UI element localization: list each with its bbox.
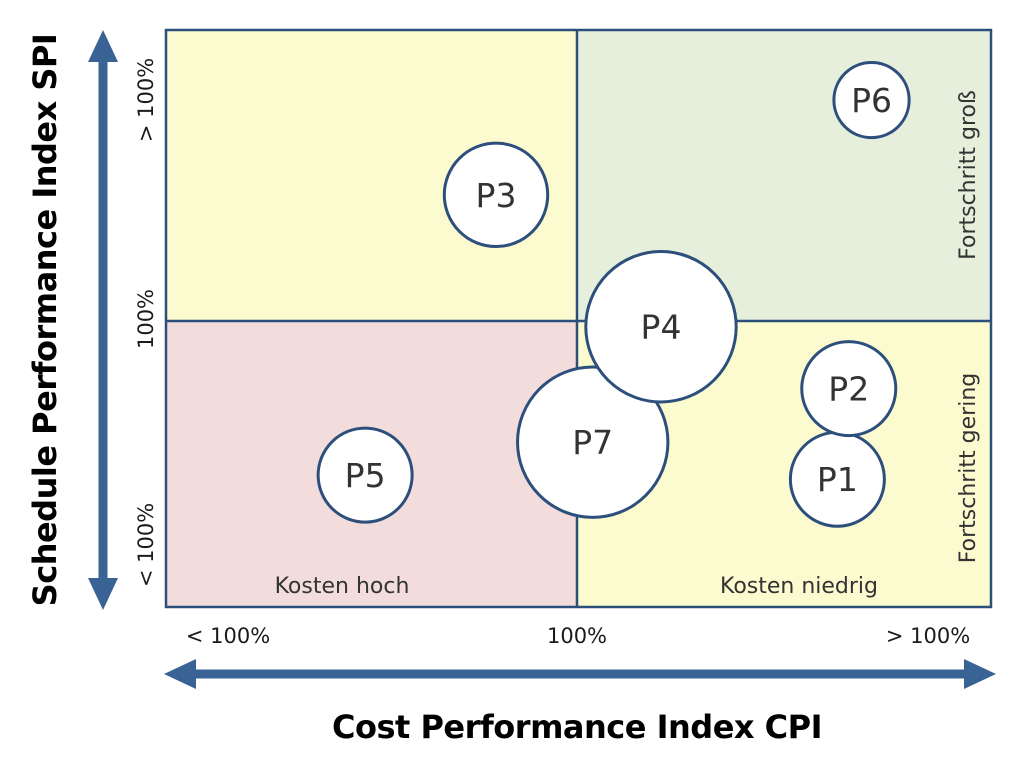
project-bubble-p1: P1 xyxy=(788,430,886,528)
x-arrow-head-right xyxy=(964,659,996,689)
x-axis-arrow xyxy=(164,659,996,689)
y-tick-high: > 100% xyxy=(134,57,158,143)
project-bubble-p5: P5 xyxy=(316,426,414,524)
x-axis-title: Cost Performance Index CPI xyxy=(331,708,823,746)
x-arrow-head-left xyxy=(164,659,196,689)
y-axis-arrow xyxy=(88,30,118,610)
bubble-circle-p6 xyxy=(832,60,911,140)
label-kosten-hoch: Kosten hoch xyxy=(275,574,410,599)
project-bubble-p6: P6 xyxy=(832,60,911,140)
y-tick-low: < 100% xyxy=(134,502,158,588)
label-kosten-niedrig: Kosten niedrig xyxy=(720,574,878,599)
bubble-label-p7: P7 xyxy=(572,423,613,462)
x-tick-mid: 100% xyxy=(546,624,608,648)
bubble-circle-p5 xyxy=(316,426,414,524)
bubble-circle-p2 xyxy=(800,340,898,438)
bubble-label-p1: P1 xyxy=(817,460,858,499)
bubble-label-p4: P4 xyxy=(641,308,682,347)
project-bubble-p3: P3 xyxy=(442,141,550,249)
bubble-label-p6: P6 xyxy=(851,81,892,120)
project-bubble-p7: P7 xyxy=(516,365,670,519)
matrix-border xyxy=(164,28,993,609)
bubble-label-p5: P5 xyxy=(345,456,386,495)
y-tick-mid: 100% xyxy=(134,288,158,350)
y-arrow-head-down xyxy=(88,578,118,610)
project-bubble-p2: P2 xyxy=(800,340,898,438)
project-bubble-p4: P4 xyxy=(584,250,738,404)
y-arrow-head-up xyxy=(88,30,118,62)
project-bubbles: P1 P2 P3 P5 P6 P7 P4 xyxy=(316,60,911,528)
x-tick-high: > 100% xyxy=(885,624,971,648)
bubble-circle-p4 xyxy=(584,250,738,404)
bubble-circle-p7 xyxy=(516,365,670,519)
x-tick-low: < 100% xyxy=(185,624,271,648)
label-fortschritt-gering: Fortschritt gering xyxy=(956,373,981,563)
bubble-circle-p3 xyxy=(442,141,550,249)
bubble-label-p2: P2 xyxy=(828,370,869,409)
y-axis-title: Schedule Performance Index SPI xyxy=(26,33,64,607)
label-fortschritt-gross: Fortschritt groß xyxy=(956,90,981,260)
bubble-label-p3: P3 xyxy=(476,176,517,215)
